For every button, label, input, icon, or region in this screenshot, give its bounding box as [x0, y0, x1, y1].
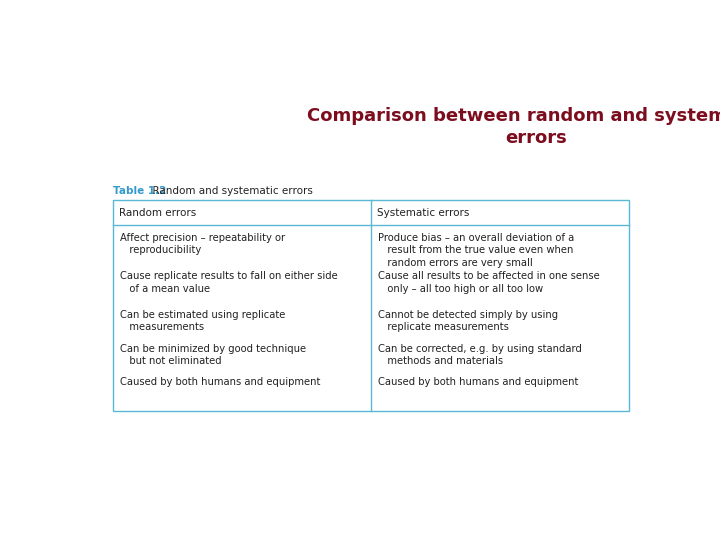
Text: Caused by both humans and equipment: Caused by both humans and equipment — [120, 377, 320, 387]
Text: Cause all results to be affected in one sense
   only – all too high or all too : Cause all results to be affected in one … — [378, 271, 600, 294]
Text: Systematic errors: Systematic errors — [377, 208, 469, 218]
Text: Caused by both humans and equipment: Caused by both humans and equipment — [378, 377, 578, 387]
Text: Table 1.2: Table 1.2 — [113, 186, 166, 197]
Text: Affect precision – repeatability or
   reproducibility: Affect precision – repeatability or repr… — [120, 233, 285, 255]
Text: Can be minimized by good technique
   but not eliminated: Can be minimized by good technique but n… — [120, 343, 306, 366]
Text: Random errors: Random errors — [119, 208, 196, 218]
Text: Comparison between random and systematic
errors: Comparison between random and systematic… — [307, 107, 720, 147]
Text: Cannot be detected simply by using
   replicate measurements: Cannot be detected simply by using repli… — [378, 309, 558, 333]
Text: Cause replicate results to fall on either side
   of a mean value: Cause replicate results to fall on eithe… — [120, 271, 338, 294]
Text: Random and systematic errors: Random and systematic errors — [145, 186, 312, 197]
Text: Produce bias – an overall deviation of a
   result from the true value even when: Produce bias – an overall deviation of a… — [378, 233, 575, 268]
Text: Can be estimated using replicate
   measurements: Can be estimated using replicate measure… — [120, 309, 285, 333]
Text: Can be corrected, e.g. by using standard
   methods and materials: Can be corrected, e.g. by using standard… — [378, 343, 582, 366]
